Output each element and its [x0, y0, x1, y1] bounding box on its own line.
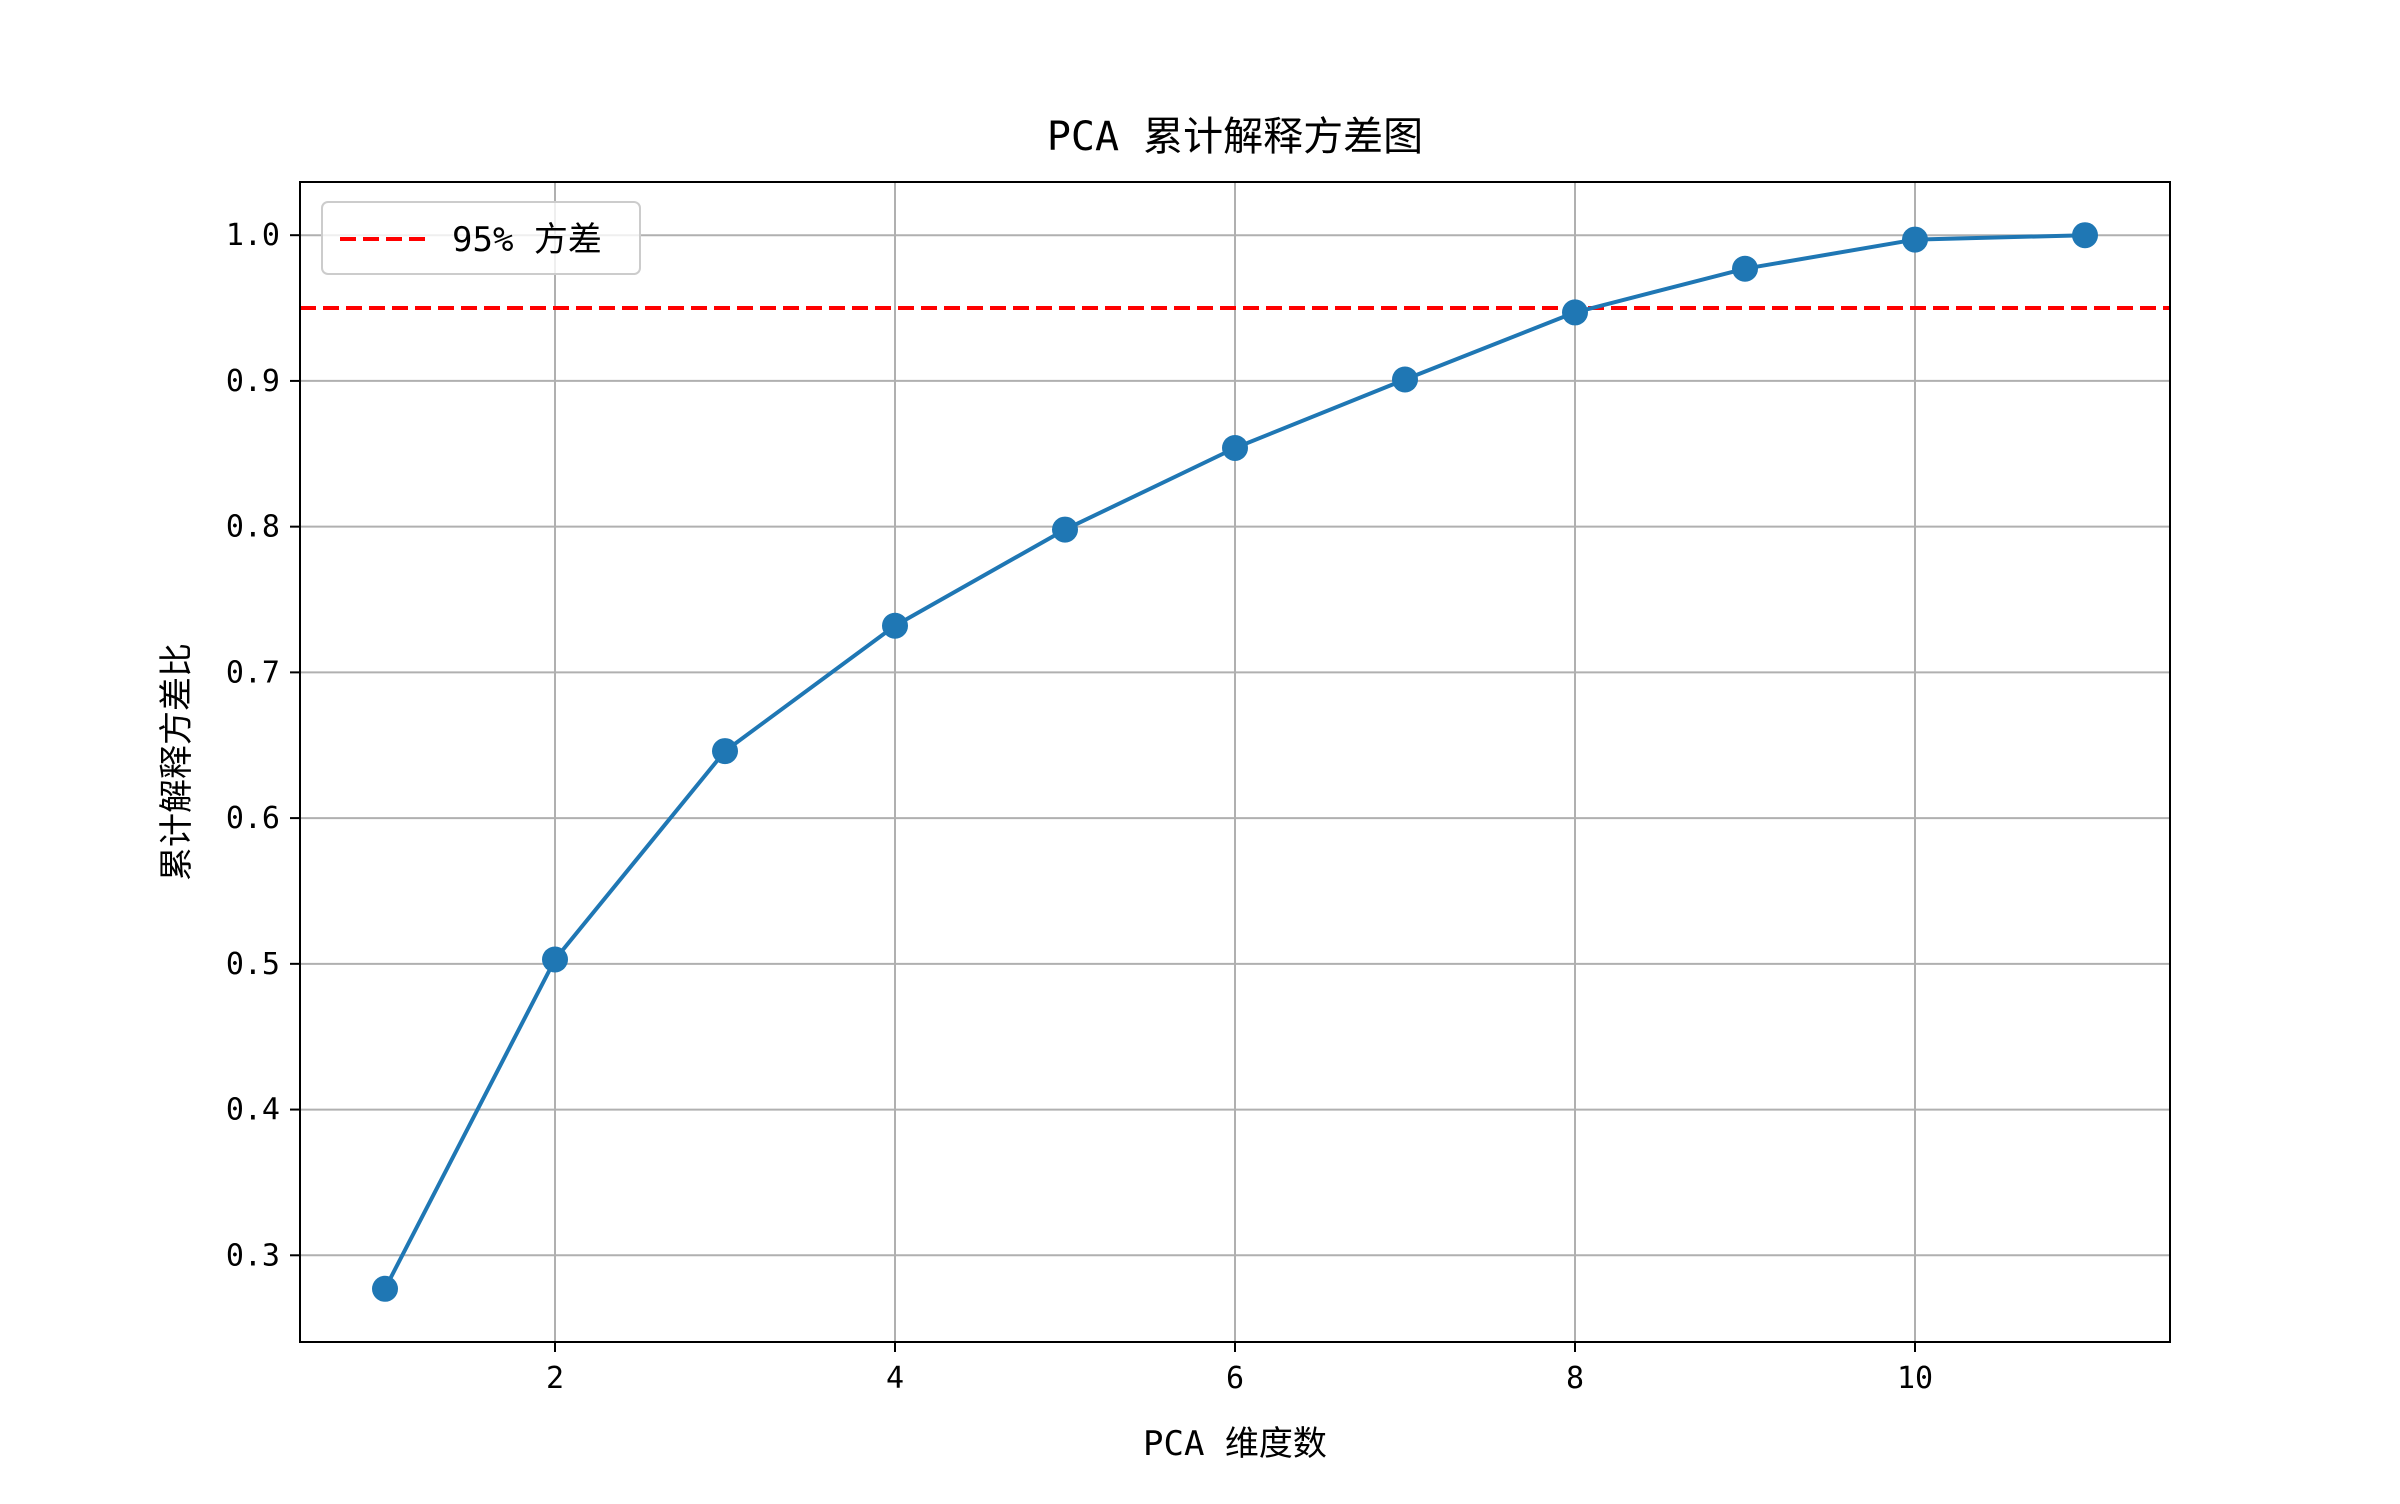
x-tick-label: 6 [1226, 1361, 1244, 1396]
y-tick-label: 0.8 [226, 510, 280, 545]
legend-box [321, 201, 641, 275]
x-axis-title: PCA 维度数 [1143, 1424, 1327, 1464]
data-point [1052, 516, 1078, 543]
grid [300, 182, 2170, 1342]
data-point [882, 612, 908, 639]
data-point [1392, 366, 1418, 393]
chart-title: PCA 累计解释方差图 [1047, 114, 1423, 160]
data-point [1562, 299, 1588, 326]
y-tick-label: 0.6 [226, 801, 280, 836]
ticks: 2 4 6 8 10 0.3 0.4 0.5 0.6 0.7 0.8 0.9 1.0 [226, 218, 1933, 1396]
y-tick-label: 0.3 [226, 1238, 280, 1273]
y-tick-label: 1.0 [226, 218, 280, 253]
data-point [372, 1275, 398, 1302]
y-tick-label: 0.4 [226, 1093, 280, 1128]
y-tick-label: 0.9 [226, 364, 280, 399]
data-point [1222, 434, 1248, 461]
data-point [1732, 255, 1758, 282]
x-tick-label: 10 [1897, 1361, 1933, 1396]
legend-label: 95% 方差 [452, 220, 602, 260]
y-tick-label: 0.5 [226, 947, 280, 982]
x-tick-label: 8 [1566, 1361, 1584, 1396]
series-group [372, 222, 2098, 1302]
x-tick-label: 4 [886, 1361, 904, 1396]
data-point [712, 738, 738, 765]
x-tick-label: 2 [546, 1361, 564, 1396]
y-axis-title: 累计解释方差比 [157, 643, 197, 881]
data-point [2072, 222, 2098, 249]
legend: 95% 方差 [321, 201, 641, 275]
y-tick-label: 0.7 [226, 655, 280, 690]
data-point [1902, 226, 1928, 253]
data-point [542, 946, 568, 973]
